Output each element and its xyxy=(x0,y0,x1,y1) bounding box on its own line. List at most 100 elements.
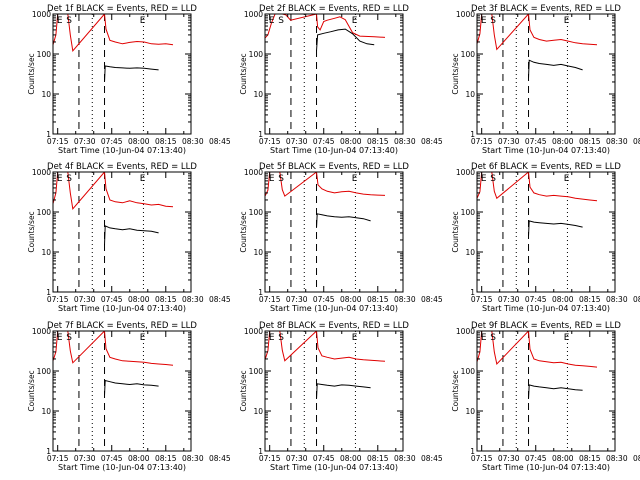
x-tick-label: 07:45 xyxy=(101,295,123,304)
x-tick-label: 08:30 xyxy=(394,454,416,463)
chart-title: Det 7f BLACK = Events, RED = LLD xyxy=(47,321,197,331)
y-tick-label: 100 xyxy=(249,50,264,59)
x-tick-label: 08:30 xyxy=(182,295,204,304)
y-tick-label: 10 xyxy=(253,90,263,99)
y-tick-label: 1 xyxy=(258,447,263,456)
y-tick-label: 1000 xyxy=(244,168,263,177)
y-axis-label: Counts/sec xyxy=(239,53,248,94)
x-tick-label: 07:45 xyxy=(313,137,335,146)
marker-label-s: S xyxy=(66,174,72,184)
x-tick-label: 08:45 xyxy=(633,454,640,463)
x-tick-label: 08:30 xyxy=(606,295,628,304)
x-tick-label: 07:30 xyxy=(74,295,96,304)
lld-series-line xyxy=(265,331,386,362)
lld-series-line xyxy=(265,172,386,197)
plot-frame xyxy=(52,330,192,452)
marker-label-e: E xyxy=(352,174,358,184)
marker-label-s: S xyxy=(278,16,284,26)
x-tick-label: 08:00 xyxy=(552,137,574,146)
x-tick-label: 07:45 xyxy=(525,454,547,463)
x-tick-label: 07:45 xyxy=(313,295,335,304)
lld-series-line xyxy=(53,331,174,366)
chart-title: Det 1f BLACK = Events, RED = LLD xyxy=(47,4,197,14)
y-axis-label: Counts/sec xyxy=(451,53,460,94)
x-tick-label: 07:15 xyxy=(47,137,69,146)
marker-label-s: S xyxy=(490,333,496,343)
y-tick-label: 1000 xyxy=(244,327,263,336)
y-tick-label: 1000 xyxy=(32,327,51,336)
chart-title: Det 6f BLACK = Events, RED = LLD xyxy=(471,162,621,172)
marker-label-s: S xyxy=(66,333,72,343)
y-axis-label: Counts/sec xyxy=(239,211,248,252)
x-tick-label: 08:00 xyxy=(340,454,362,463)
y-tick-label: 100 xyxy=(249,208,264,217)
lld-series-line xyxy=(53,172,174,210)
x-tick-label: 08:30 xyxy=(182,454,204,463)
y-tick-label: 1000 xyxy=(456,10,475,19)
x-tick-label: 08:30 xyxy=(394,295,416,304)
x-tick-label: 08:15 xyxy=(155,454,177,463)
x-axis-label: Start Time (10-Jun-04 07:13:40) xyxy=(482,463,610,472)
events-series-line xyxy=(316,383,371,400)
x-tick-label: 07:15 xyxy=(259,295,281,304)
y-tick-label: 1000 xyxy=(32,10,51,19)
marker-label-e: E xyxy=(57,174,63,184)
y-tick-label: 1 xyxy=(46,288,51,297)
x-tick-label: 08:15 xyxy=(367,454,389,463)
plot-frame xyxy=(52,171,192,293)
marker-label-s: S xyxy=(66,16,72,26)
marker-label-e: E xyxy=(57,333,63,343)
x-axis-label: Start Time (10-Jun-04 07:13:40) xyxy=(270,146,398,155)
lld-series-line xyxy=(477,14,598,51)
marker-label-e: E xyxy=(352,16,358,26)
plot-frame xyxy=(476,330,616,452)
lld-series-line xyxy=(477,172,598,202)
marker-label-s: S xyxy=(490,16,496,26)
y-tick-label: 1000 xyxy=(456,168,475,177)
chart-title: Det 2f BLACK = Events, RED = LLD xyxy=(259,4,409,14)
y-tick-label: 100 xyxy=(37,208,52,217)
x-tick-label: 07:15 xyxy=(259,137,281,146)
y-tick-label: 10 xyxy=(41,248,51,257)
x-tick-label: 07:15 xyxy=(47,295,69,304)
lld-series-line xyxy=(265,14,386,39)
plot-frame xyxy=(476,13,616,135)
marker-label-e: E xyxy=(481,333,487,343)
marker-label-e: E xyxy=(140,174,146,184)
x-axis-label: Start Time (10-Jun-04 07:13:40) xyxy=(270,463,398,472)
y-axis-label: Counts/sec xyxy=(27,53,36,94)
x-tick-label: 08:00 xyxy=(552,454,574,463)
series-group xyxy=(477,14,598,79)
chart-title: Det 3f BLACK = Events, RED = LLD xyxy=(471,4,621,14)
x-tick-label: 07:30 xyxy=(498,137,520,146)
chart-title: Det 8f BLACK = Events, RED = LLD xyxy=(259,321,409,331)
y-tick-label: 10 xyxy=(41,90,51,99)
x-axis-label: Start Time (10-Jun-04 07:13:40) xyxy=(58,304,186,313)
y-tick-label: 1000 xyxy=(32,168,51,177)
x-tick-label: 07:15 xyxy=(47,454,69,463)
series-group xyxy=(265,14,386,51)
y-tick-label: 10 xyxy=(41,407,51,416)
y-tick-label: 1 xyxy=(258,130,263,139)
series-group xyxy=(53,172,174,246)
marker-label-e: E xyxy=(564,16,570,26)
marker-label-e: E xyxy=(140,16,146,26)
series-group xyxy=(477,172,598,237)
x-tick-label: 07:45 xyxy=(313,454,335,463)
y-axis-label: Counts/sec xyxy=(451,370,460,411)
plot-frame xyxy=(476,171,616,293)
y-tick-label: 10 xyxy=(465,248,475,257)
y-tick-label: 100 xyxy=(249,367,264,376)
events-series-line xyxy=(104,225,159,246)
x-axis-label: Start Time (10-Jun-04 07:13:40) xyxy=(58,463,186,472)
x-tick-label: 07:15 xyxy=(471,454,493,463)
